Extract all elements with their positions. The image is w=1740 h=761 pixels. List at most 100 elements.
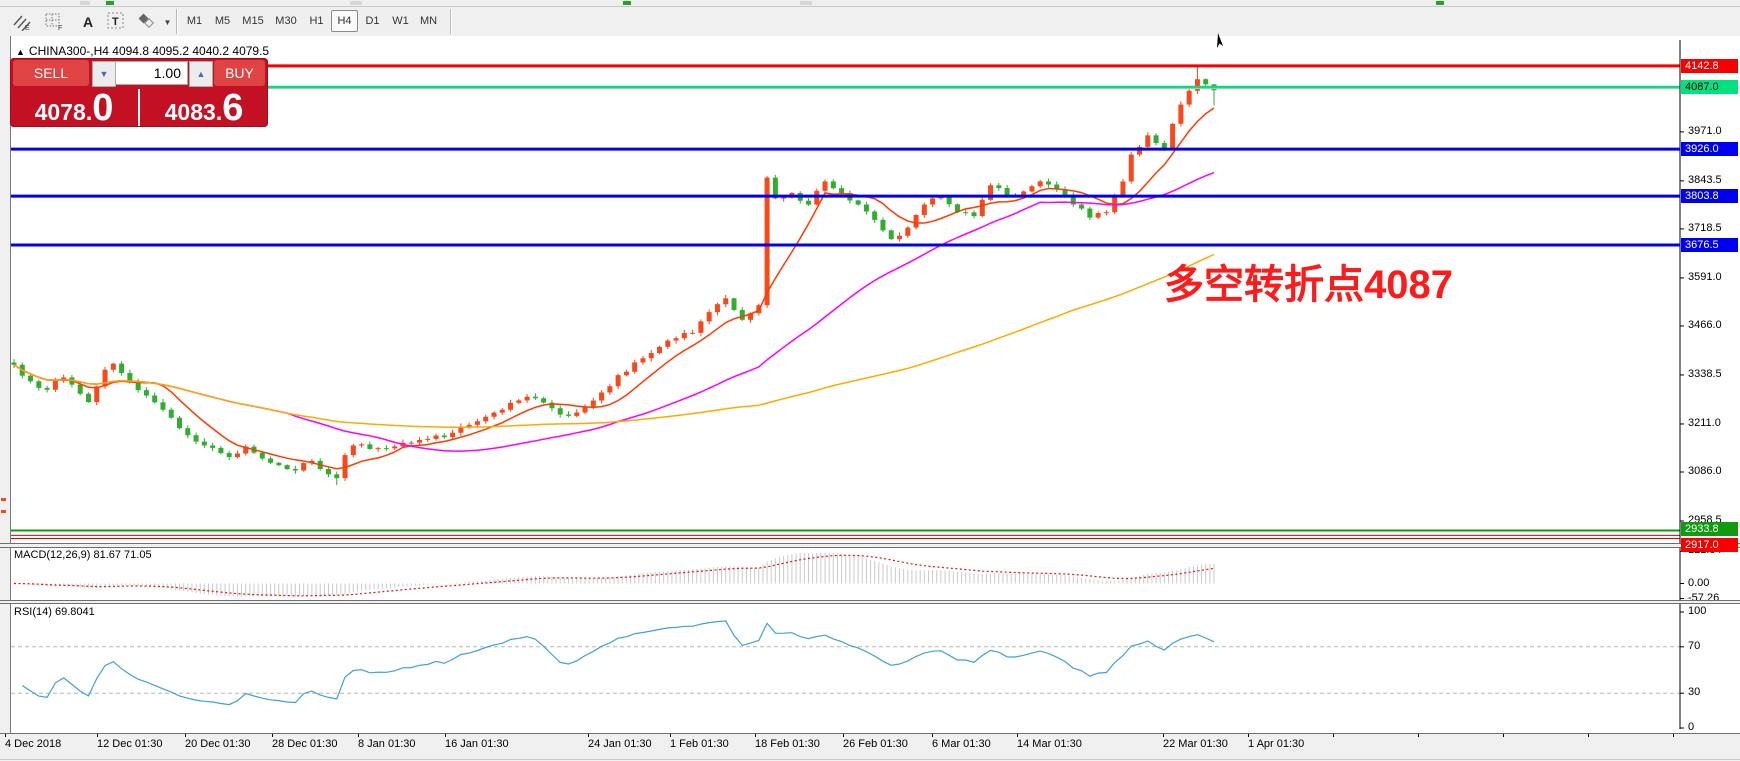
oct-divider xyxy=(138,89,140,126)
price-marker-3926.0: 3926.0 xyxy=(1681,142,1738,157)
collapse-arrow-icon[interactable]: ▲ xyxy=(16,47,25,57)
oct-top-row: SELL ▼ 1.00 ▲ BUY xyxy=(10,58,268,88)
time-axis-label: 20 Dec 01:30 xyxy=(185,738,251,750)
price-tick-label: 3466.0 xyxy=(1688,318,1722,331)
clipped-icon xyxy=(106,1,114,5)
toolbar-separator xyxy=(176,9,177,34)
chart-text-annotation[interactable]: 多空转折点4087 xyxy=(1164,263,1453,307)
time-axis-tick xyxy=(1503,734,1504,737)
channel-tool-icon[interactable]: E xyxy=(10,10,38,34)
time-axis-tick xyxy=(272,734,273,737)
ask-dot: . xyxy=(215,99,223,125)
panel-separator[interactable] xyxy=(0,603,1740,604)
panel-separator[interactable] xyxy=(0,543,1740,544)
svg-text:F: F xyxy=(58,25,62,31)
time-axis-label: 1 Feb 01:30 xyxy=(670,738,729,750)
clipped-icon xyxy=(350,1,362,5)
text-box-glyph: T xyxy=(107,12,124,29)
text-box-icon[interactable]: T xyxy=(104,10,132,34)
time-axis-tick xyxy=(5,734,6,737)
sell-button[interactable]: SELL xyxy=(13,60,89,86)
bid-main-digits: 4078 xyxy=(34,99,86,125)
one-click-trading-panel: SELL ▼ 1.00 ▲ BUY 4078. 0 4083. 6 xyxy=(10,58,268,127)
panel-separator[interactable] xyxy=(0,600,1740,601)
timeframe-d1[interactable]: D1 xyxy=(359,10,386,32)
macd-scale-label: 0.00 xyxy=(1688,576,1710,589)
svg-text:T: T xyxy=(112,16,119,28)
time-axis-tick xyxy=(1017,734,1018,737)
price-marker-2917.0: 2917.0 xyxy=(1681,537,1738,552)
price-tick-label: 3086.0 xyxy=(1688,465,1722,477)
macd-label: MACD(12,26,9) 81.67 71.05 xyxy=(14,549,152,561)
price-tick-label: 3338.5 xyxy=(1688,367,1722,380)
time-axis-tick xyxy=(1588,734,1589,737)
panel-separator[interactable] xyxy=(0,601,1740,604)
time-axis-label: 4 Dec 2018 xyxy=(5,738,62,750)
timeframe-m5[interactable]: M5 xyxy=(209,10,236,32)
clipped-icon xyxy=(1436,1,1444,5)
channel-tool-glyph: E xyxy=(13,15,31,31)
timeframe-h4[interactable]: H4 xyxy=(331,10,358,32)
macd-layer xyxy=(13,552,1215,597)
time-axis-tick xyxy=(1248,734,1249,737)
rsi-scale-label: 0 xyxy=(1688,721,1695,733)
clipped-candle-fragment xyxy=(1,498,6,501)
price-tick-label: 3971.0 xyxy=(1688,124,1722,137)
bid-last-digit: 0 xyxy=(92,86,114,129)
timeframe-m15[interactable]: M15 xyxy=(237,10,269,32)
price-marker-4087.0: 4087.0 xyxy=(1681,80,1738,95)
time-axis-tick xyxy=(755,734,756,737)
ask-price[interactable]: 4083. 6 xyxy=(140,88,268,127)
time-axis-tick xyxy=(445,734,446,737)
ask-main-digits: 4083 xyxy=(164,99,216,125)
ask-last-digit: 6 xyxy=(222,86,244,129)
shapes-glyph xyxy=(138,13,154,28)
timeframe-m30[interactable]: M30 xyxy=(270,10,302,32)
panel-separator[interactable] xyxy=(0,544,1740,547)
rsi-scale-label: 70 xyxy=(1688,639,1701,652)
shapes-dropdown-arrow[interactable]: ▼ xyxy=(163,17,172,27)
buy-button[interactable]: BUY xyxy=(214,60,265,86)
time-axis-tick xyxy=(358,734,359,737)
price-marker-2933.8: 2933.8 xyxy=(1681,522,1738,537)
price-marker-4142.8: 4142.8 xyxy=(1681,58,1738,73)
timeframe-w1[interactable]: W1 xyxy=(387,10,414,32)
price-marker-3676.5: 3676.5 xyxy=(1681,238,1738,253)
chart-window[interactable] xyxy=(11,36,1740,733)
price-tick-label: 3591.0 xyxy=(1688,270,1722,283)
clipped-candle-fragment xyxy=(1,510,6,513)
time-axis-label: 1 Apr 01:30 xyxy=(1248,738,1305,750)
time-axis-label: 22 Mar 01:30 xyxy=(1163,738,1228,750)
shapes-icon[interactable] xyxy=(134,10,162,34)
price-marker-3803.8: 3803.8 xyxy=(1681,189,1738,204)
time-axis-label: 6 Mar 01:30 xyxy=(932,738,991,750)
time-axis-tick xyxy=(588,734,589,737)
time-axis-tick xyxy=(932,734,933,737)
time-axis-tick xyxy=(1333,734,1334,737)
time-axis-label: 8 Jan 01:30 xyxy=(358,738,416,750)
timeframe-mn[interactable]: MN xyxy=(415,10,442,32)
panel-separator[interactable] xyxy=(0,547,1740,548)
price-tick-label: 3718.5 xyxy=(1688,221,1722,234)
timeframe-m1[interactable]: M1 xyxy=(181,10,208,32)
text-label-icon[interactable]: A xyxy=(82,14,94,30)
svg-text:E: E xyxy=(25,25,30,31)
grid-tool-glyph: F xyxy=(45,13,62,31)
bid-price[interactable]: 4078. 0 xyxy=(10,88,138,127)
volume-increase-button[interactable]: ▲ xyxy=(189,61,213,87)
clipped-icon xyxy=(800,1,812,5)
clipped-icon xyxy=(623,1,631,5)
symbol-ohlc-text: CHINA300-,H4 4094.8 4095.2 4040.2 4079.5 xyxy=(28,44,270,58)
grid-tool-icon[interactable]: F xyxy=(42,10,70,34)
rsi-label: RSI(14) 69.8041 xyxy=(14,606,95,618)
toolbar-separator xyxy=(450,9,451,34)
candles-layer xyxy=(11,65,1217,486)
mouse-cursor xyxy=(1217,33,1223,48)
time-axis-tick xyxy=(1418,734,1419,737)
volume-input[interactable]: 1.00 xyxy=(115,61,188,85)
volume-decrease-button[interactable]: ▼ xyxy=(92,61,116,87)
timeframe-h1[interactable]: H1 xyxy=(303,10,330,32)
price-tick-label: 3843.5 xyxy=(1688,173,1722,186)
